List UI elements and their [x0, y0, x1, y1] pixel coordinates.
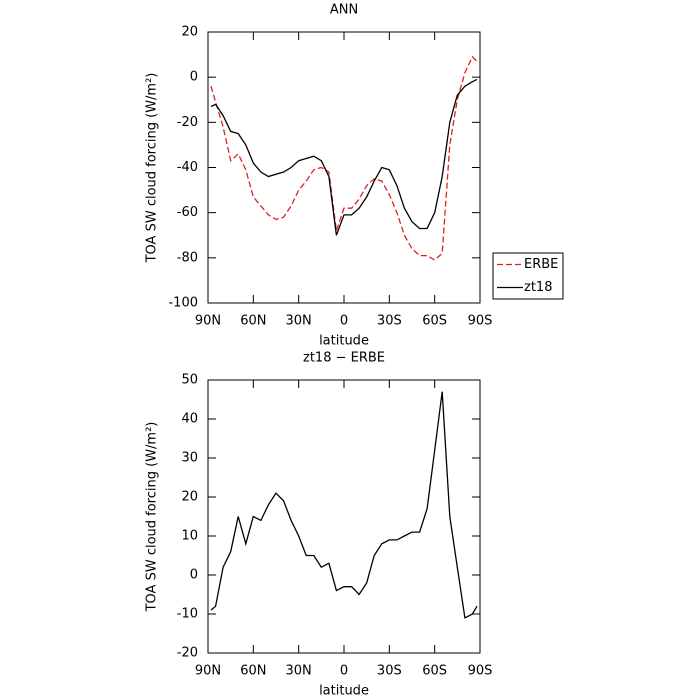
x-tick-label: 30S — [377, 664, 402, 679]
x-tick-label: 60S — [422, 314, 447, 329]
x-axis-label: latitude — [319, 684, 369, 699]
y-tick-label: 0 — [190, 70, 198, 85]
x-tick-label: 60N — [240, 664, 266, 679]
y-tick-label: -10 — [177, 607, 198, 622]
y-tick-label: 10 — [181, 529, 198, 544]
chart-title: ANN — [330, 3, 358, 18]
chart-title: zt18 − ERBE — [303, 351, 385, 366]
y-tick-label: -20 — [177, 115, 198, 130]
x-tick-label: 90S — [468, 664, 493, 679]
y-tick-label: -40 — [177, 160, 198, 175]
x-tick-label: 60N — [240, 314, 266, 329]
y-tick-label: 0 — [190, 568, 198, 583]
x-tick-label: 30S — [377, 314, 402, 329]
plot-frame — [207, 31, 481, 304]
data-line — [210, 55, 478, 261]
y-tick-label: -100 — [168, 296, 198, 311]
y-tick-label: 20 — [181, 490, 198, 505]
y-axis-label: TOA SW cloud forcing (W/m²) — [145, 422, 160, 613]
data-line — [210, 391, 478, 619]
x-tick-label: 0 — [340, 664, 348, 679]
y-tick-label: 20 — [181, 25, 198, 40]
y-tick-label: -80 — [177, 250, 198, 265]
y-axis-label: TOA SW cloud forcing (W/m²) — [145, 73, 160, 264]
x-tick-label: 30N — [286, 664, 312, 679]
y-tick-label: 30 — [181, 451, 198, 466]
y-tick-label: -20 — [177, 646, 198, 661]
y-tick-label: 50 — [181, 373, 198, 388]
x-tick-label: 30N — [286, 314, 312, 329]
x-tick-label: 0 — [340, 314, 348, 329]
legend-label: zt18 — [524, 280, 552, 295]
y-tick-label: 40 — [181, 412, 198, 427]
x-axis-label: latitude — [319, 334, 369, 349]
x-tick-label: 60S — [422, 664, 447, 679]
data-line — [210, 78, 478, 236]
legend-box — [492, 252, 564, 300]
x-tick-label: 90N — [195, 664, 221, 679]
plot-frame — [207, 379, 481, 654]
y-tick-label: -60 — [177, 205, 198, 220]
x-tick-label: 90N — [195, 314, 221, 329]
legend-label: ERBE — [524, 257, 558, 272]
x-tick-label: 90S — [468, 314, 493, 329]
